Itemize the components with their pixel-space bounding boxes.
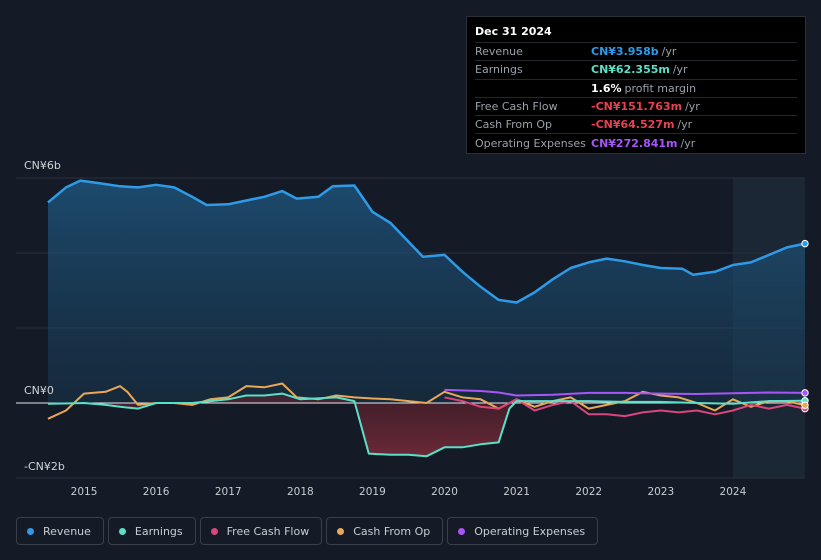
legend-dot-icon [118, 527, 126, 535]
x-tick-label: 2018 [287, 486, 314, 498]
legend-dot-icon [210, 527, 218, 535]
x-tick-label: 2017 [215, 486, 242, 498]
tooltip-row: Operating Expenses CN¥272.841m/yr [475, 133, 797, 151]
tooltip-row-label: Free Cash Flow [475, 100, 558, 114]
legend-item-operating-expenses[interactable]: Operating Expenses [447, 517, 599, 545]
tooltip-row-value: CN¥272.841m [591, 136, 678, 150]
y-tick-label: CN¥6b [24, 159, 61, 172]
tooltip-row-unit: /yr [685, 100, 700, 114]
tooltip-row-unit: /yr [680, 136, 696, 150]
y-tick-label: -CN¥2b [24, 460, 65, 473]
series-endpoint-revenue [801, 239, 809, 248]
legend-label: Cash From Op [353, 524, 431, 538]
series-line-operating-expenses [444, 388, 806, 397]
legend-label: Revenue [43, 524, 91, 538]
tooltip-row-unit: /yr [661, 45, 677, 59]
tooltip-row-value: CN¥3.958b [591, 45, 659, 59]
legend: Revenue Earnings Free Cash Flow Cash From O… [16, 517, 599, 545]
tooltip-row-label: Earnings [475, 63, 523, 77]
x-tick-label: 2020 [431, 486, 458, 498]
tooltip-date: Dec 31 2024 [475, 25, 552, 38]
series-line-free-cash-flow [444, 396, 806, 418]
y-tick-label: CN¥0 [24, 384, 54, 397]
tooltip-row: Earnings CN¥62.355m/yr [475, 60, 797, 78]
tooltip-row-label: Revenue [475, 45, 523, 59]
legend-item-revenue[interactable]: Revenue [16, 517, 104, 545]
legend-label: Free Cash Flow [226, 524, 310, 538]
x-tick-label: 2023 [647, 486, 674, 498]
legend-item-cash-from-op[interactable]: Cash From Op [326, 517, 444, 545]
x-tick-label: 2015 [71, 486, 98, 498]
legend-dot-icon [337, 527, 345, 535]
series-line-earnings [47, 392, 806, 458]
tooltip-row: Free Cash Flow -CN¥151.763m/yr [475, 96, 797, 115]
x-tick-label: 2022 [575, 486, 602, 498]
tooltip-row: Cash From Op -CN¥64.527m/yr [475, 115, 797, 133]
series-endpoint-operating-expenses [801, 389, 809, 397]
tooltip-row: Revenue CN¥3.958b/yr [475, 42, 797, 60]
x-tick-label: 2024 [720, 486, 747, 498]
tooltip-row-unit: /yr [677, 118, 693, 132]
revenue-area [48, 180, 805, 403]
series-line-revenue [47, 179, 806, 304]
legend-dot-icon [458, 527, 466, 535]
chart-plot: CN¥6b CN¥0 -CN¥2b 2015 2016 2017 2018 2019 2020 2… [16, 159, 809, 498]
tooltip-row-unit: profit margin [624, 81, 697, 95]
tooltip-row-value: -CN¥64.527m [591, 118, 675, 132]
tooltip-row-value: CN¥62.355m [591, 63, 670, 77]
tooltip-panel: Dec 31 2024 Revenue CN¥3.958b/yr Earnings C… [466, 16, 806, 154]
x-tick-label: 2019 [359, 486, 386, 498]
tooltip-row-value: 1.6% [591, 81, 622, 95]
tooltip-row: 1.6% profit margin [475, 78, 797, 97]
series-endpoint-cash-from-op [801, 401, 809, 409]
x-tick-label: 2016 [143, 486, 170, 498]
tooltip-row-unit: /yr [672, 63, 688, 77]
legend-item-earnings[interactable]: Earnings [107, 517, 196, 545]
earnings-area [48, 393, 805, 457]
legend-dot-icon [27, 527, 34, 535]
legend-label: Operating Expenses [474, 524, 586, 538]
x-tick-label: 2021 [503, 486, 530, 498]
tooltip-row-label: Cash From Op [475, 118, 553, 132]
tooltip-row-value: -CN¥151.763m [591, 100, 683, 114]
legend-item-free-cash-flow[interactable]: Free Cash Flow [199, 517, 323, 545]
tooltip-row-label: Operating Expenses [475, 136, 586, 150]
legend-label: Earnings [134, 524, 183, 538]
